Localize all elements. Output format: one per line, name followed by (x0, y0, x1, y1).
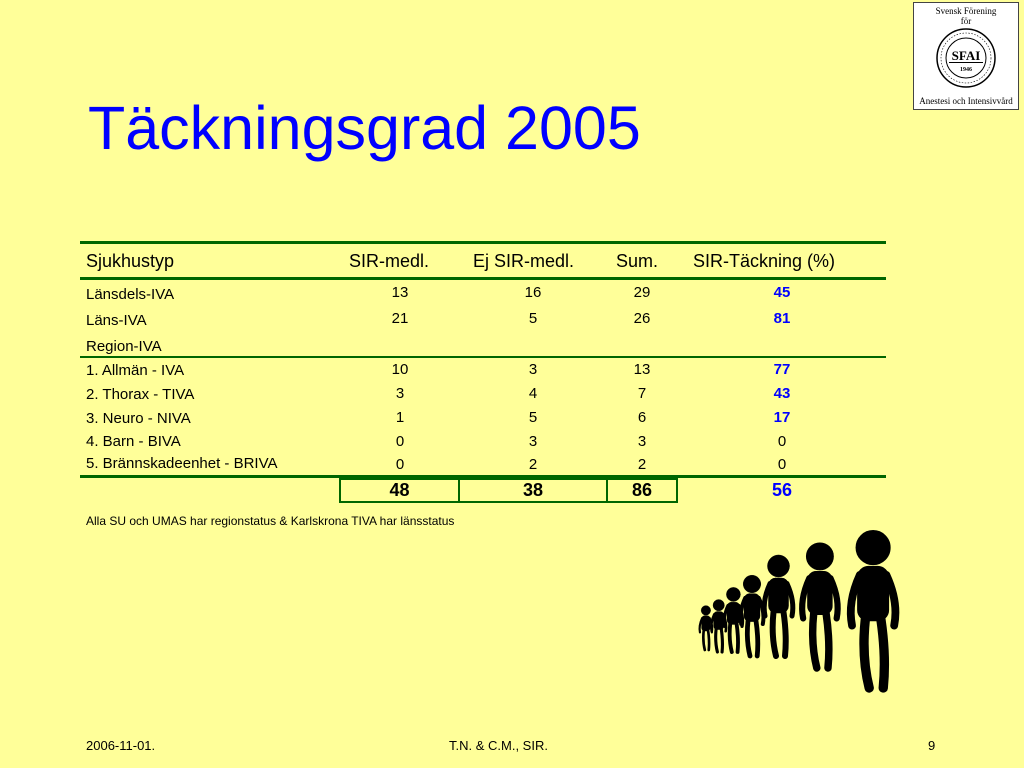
walking-people-icon (698, 530, 900, 693)
row-label: Länsdels-IVA (86, 286, 175, 303)
seal-icon: SFAI 1946 (936, 28, 996, 88)
slide-title: Täckningsgrad 2005 (88, 94, 641, 162)
total-sir: 48 (339, 478, 460, 503)
svg-text:1946: 1946 (960, 67, 972, 73)
row-sum: 6 (637, 409, 647, 426)
row-label: Läns-IVA (86, 312, 147, 329)
region-rule (80, 356, 886, 358)
row-pct: 43 (773, 385, 791, 402)
row-ej: 5 (528, 310, 538, 327)
header-sum: Sum. (616, 251, 659, 271)
row-ej: 3 (528, 433, 538, 450)
total-ej: 38 (458, 478, 608, 503)
logo-line3: Anestesi och Intensivvård (919, 96, 1013, 106)
row-pct: 45 (773, 284, 791, 301)
row-sum: 29 (633, 284, 651, 301)
row-label: 3. Neuro - NIVA (86, 410, 191, 427)
row-label: 5. Brännskadeenhet - BRIVA (86, 455, 278, 472)
footer-authors: T.N. & C.M., SIR. (449, 738, 548, 753)
row-pct: 81 (773, 310, 791, 327)
logo-line2: för (960, 16, 972, 26)
row-sum: 26 (633, 310, 651, 327)
row-sum: 3 (637, 433, 647, 450)
row-pct: 0 (777, 433, 787, 450)
total-sum: 86 (606, 478, 678, 503)
header-sir-tackning: SIR-Täckning (%) (693, 251, 836, 271)
header-bottom-rule (80, 277, 886, 280)
row-sir: 0 (395, 456, 405, 473)
logo-line1: Svensk Förening (935, 6, 997, 16)
svg-text:SFAI: SFAI (952, 48, 981, 63)
row-ej: 5 (528, 409, 538, 426)
table-top-rule (80, 241, 886, 244)
row-sir: 1 (395, 409, 405, 426)
row-sir: 3 (395, 385, 405, 402)
row-sum: 2 (637, 456, 647, 473)
header-sjukhustyp: Sjukhustyp (86, 251, 175, 271)
total-pct: 56 (771, 480, 793, 500)
table-bottom-rule (80, 475, 886, 478)
row-sum: 13 (633, 361, 651, 378)
row-ej: 3 (528, 361, 538, 378)
row-sir: 21 (391, 310, 409, 327)
table-note: Alla SU och UMAS har regionstatus & Karl… (86, 514, 455, 528)
row-label: 1. Allmän - IVA (86, 362, 185, 379)
row-ej: 4 (528, 385, 538, 402)
row-sir: 13 (391, 284, 409, 301)
sfai-logo: Svensk Förening för SFAI 1946 Anestesi o… (913, 2, 1019, 110)
row-label: 2. Thorax - TIVA (86, 386, 195, 403)
row-pct: 17 (773, 409, 791, 426)
row-pct: 0 (777, 456, 787, 473)
header-ej-sir-medl: Ej SIR-medl. (473, 251, 575, 271)
row-sir: 10 (391, 361, 409, 378)
row-ej: 2 (528, 456, 538, 473)
row-pct: 77 (773, 361, 791, 378)
footer-date: 2006-11-01. (86, 738, 156, 753)
footer-page-number: 9 (928, 738, 936, 753)
row-sum: 7 (637, 385, 647, 402)
header-sir-medl: SIR-medl. (349, 251, 430, 271)
row-sir: 0 (395, 433, 405, 450)
row-label: Region-IVA (86, 338, 162, 355)
row-label: 4. Barn - BIVA (86, 433, 181, 450)
row-ej: 16 (524, 284, 542, 301)
